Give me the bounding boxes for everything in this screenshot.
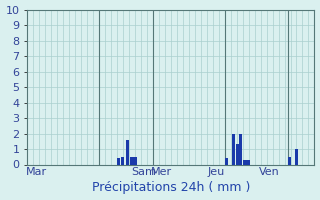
X-axis label: Précipitations 24h ( mm ): Précipitations 24h ( mm )	[92, 181, 250, 194]
Bar	[288, 157, 291, 164]
Bar	[239, 134, 243, 164]
Bar	[232, 134, 235, 164]
Bar	[130, 157, 133, 164]
Bar	[117, 158, 120, 164]
Bar	[295, 149, 298, 164]
Bar	[225, 158, 228, 164]
Bar	[246, 160, 250, 164]
Bar	[243, 160, 246, 164]
Bar	[133, 157, 137, 164]
Bar	[121, 157, 124, 164]
Bar	[126, 140, 129, 164]
Bar	[236, 144, 239, 164]
